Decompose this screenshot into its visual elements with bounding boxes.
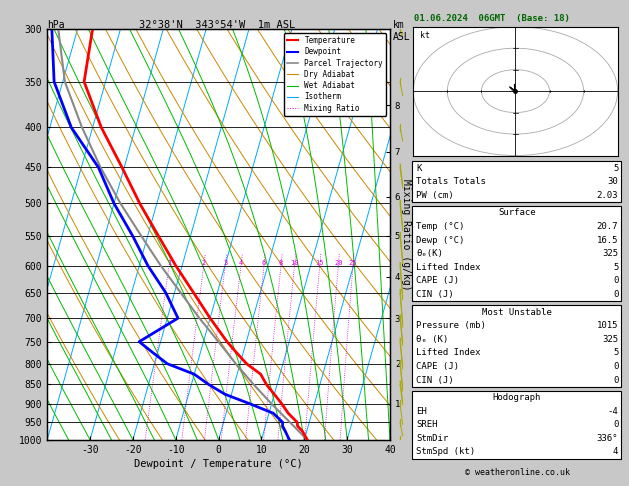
Text: StmSpd (kt): StmSpd (kt) bbox=[416, 448, 476, 456]
Text: 15: 15 bbox=[316, 260, 324, 265]
Text: 0: 0 bbox=[613, 290, 618, 299]
Text: Lifted Index: Lifted Index bbox=[416, 263, 481, 272]
Text: Dewp (°C): Dewp (°C) bbox=[416, 236, 465, 244]
Text: 10: 10 bbox=[290, 260, 299, 265]
Text: EH: EH bbox=[416, 407, 427, 416]
Text: StmDir: StmDir bbox=[416, 434, 448, 443]
Text: Lifted Index: Lifted Index bbox=[416, 348, 481, 357]
Text: -4: -4 bbox=[608, 407, 618, 416]
Text: 2.03: 2.03 bbox=[597, 191, 618, 200]
Legend: Temperature, Dewpoint, Parcel Trajectory, Dry Adiabat, Wet Adiabat, Isotherm, Mi: Temperature, Dewpoint, Parcel Trajectory… bbox=[284, 33, 386, 116]
Text: 16.5: 16.5 bbox=[597, 236, 618, 244]
Text: CIN (J): CIN (J) bbox=[416, 376, 454, 384]
Text: CIN (J): CIN (J) bbox=[416, 290, 454, 299]
Text: 01.06.2024  06GMT  (Base: 18): 01.06.2024 06GMT (Base: 18) bbox=[414, 14, 570, 23]
Text: 3: 3 bbox=[223, 260, 227, 265]
Text: 325: 325 bbox=[602, 249, 618, 258]
Text: CAPE (J): CAPE (J) bbox=[416, 277, 459, 285]
Text: hPa: hPa bbox=[47, 20, 65, 31]
Text: θₑ (K): θₑ (K) bbox=[416, 335, 448, 344]
Text: kt: kt bbox=[420, 31, 430, 40]
Text: 0: 0 bbox=[613, 420, 618, 429]
Text: 5: 5 bbox=[613, 348, 618, 357]
Text: 5: 5 bbox=[613, 263, 618, 272]
Text: km: km bbox=[393, 20, 405, 31]
Text: 25: 25 bbox=[348, 260, 357, 265]
Text: 325: 325 bbox=[602, 335, 618, 344]
Text: θₑ(K): θₑ(K) bbox=[416, 249, 443, 258]
Text: 0: 0 bbox=[613, 277, 618, 285]
Text: Temp (°C): Temp (°C) bbox=[416, 222, 465, 231]
Text: K: K bbox=[416, 164, 422, 173]
Text: CAPE (J): CAPE (J) bbox=[416, 362, 459, 371]
Y-axis label: Mixing Ratio (g/kg): Mixing Ratio (g/kg) bbox=[401, 179, 411, 290]
Text: 6: 6 bbox=[262, 260, 266, 265]
Text: 1: 1 bbox=[167, 260, 171, 265]
Text: 30: 30 bbox=[608, 177, 618, 186]
Text: 4: 4 bbox=[239, 260, 243, 265]
Text: 32°38'N  343°54'W  1m ASL: 32°38'N 343°54'W 1m ASL bbox=[139, 20, 295, 31]
Text: 2: 2 bbox=[202, 260, 206, 265]
Text: 4: 4 bbox=[613, 448, 618, 456]
Text: 20: 20 bbox=[334, 260, 343, 265]
Text: 1015: 1015 bbox=[597, 321, 618, 330]
Text: Pressure (mb): Pressure (mb) bbox=[416, 321, 486, 330]
Text: © weatheronline.co.uk: © weatheronline.co.uk bbox=[465, 468, 569, 477]
Text: ASL: ASL bbox=[393, 32, 411, 42]
Text: 20.7: 20.7 bbox=[597, 222, 618, 231]
Text: 0: 0 bbox=[613, 362, 618, 371]
Text: 5: 5 bbox=[613, 164, 618, 173]
Text: 8: 8 bbox=[279, 260, 283, 265]
Text: 336°: 336° bbox=[597, 434, 618, 443]
Text: SREH: SREH bbox=[416, 420, 438, 429]
X-axis label: Dewpoint / Temperature (°C): Dewpoint / Temperature (°C) bbox=[134, 459, 303, 469]
Text: Hodograph: Hodograph bbox=[493, 393, 541, 402]
Text: PW (cm): PW (cm) bbox=[416, 191, 454, 200]
Text: 0: 0 bbox=[613, 376, 618, 384]
Text: Most Unstable: Most Unstable bbox=[482, 308, 552, 316]
Text: Surface: Surface bbox=[498, 208, 535, 217]
Text: Totals Totals: Totals Totals bbox=[416, 177, 486, 186]
